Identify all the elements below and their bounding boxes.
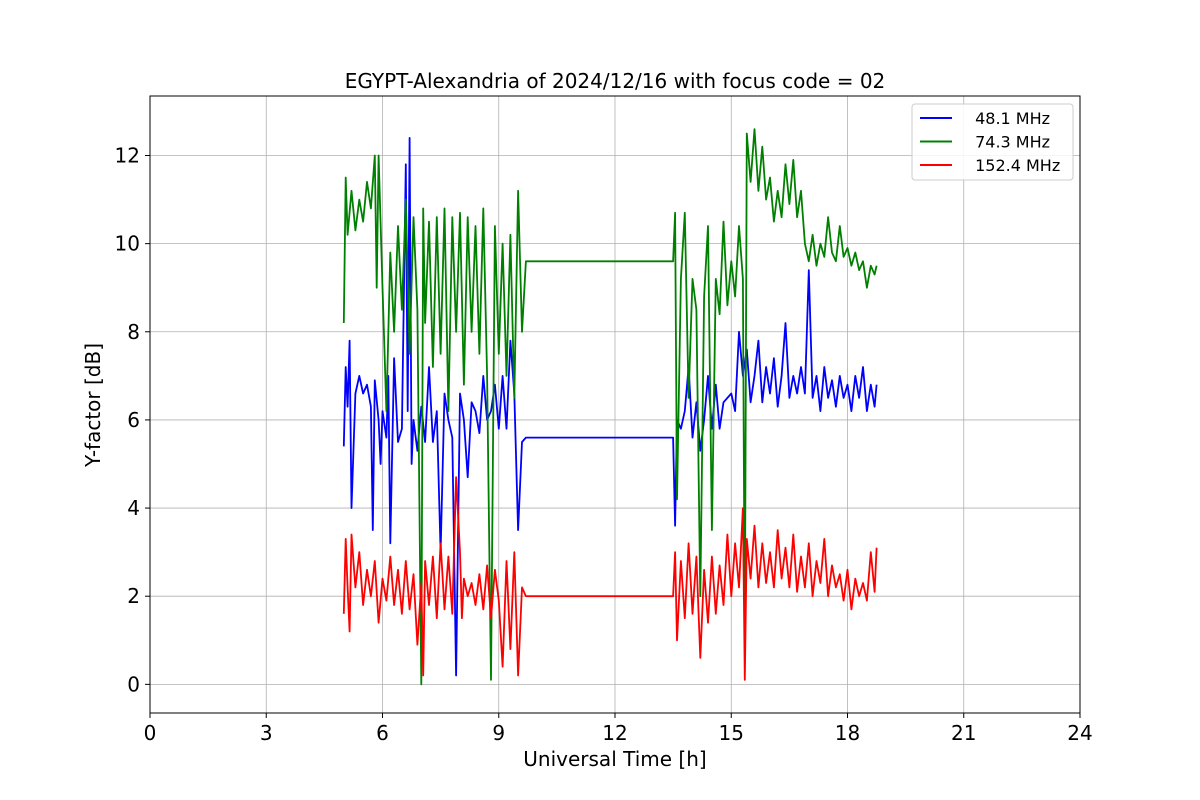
x-tick-label: 9 xyxy=(492,721,505,745)
y-tick-label: 0 xyxy=(127,672,140,696)
legend-label: 48.1 MHz xyxy=(970,109,1050,128)
y-tick-label: 8 xyxy=(127,320,140,344)
x-tick-label: 24 xyxy=(1067,721,1092,745)
legend-label: 152.4 MHz xyxy=(970,156,1060,175)
series-group xyxy=(342,128,878,686)
y-tick-label: 6 xyxy=(127,408,140,432)
x-tick-label: 15 xyxy=(719,721,744,745)
y-tick-label: 2 xyxy=(127,584,140,608)
x-tick-label: 21 xyxy=(951,721,976,745)
legend: 48.1 MHz 74.3 MHz 152.4 MHz xyxy=(911,103,1074,181)
x-tick-label: 0 xyxy=(144,721,157,745)
y-tick-label: 12 xyxy=(115,143,140,167)
x-tick-label: 12 xyxy=(602,721,627,745)
legend-label: 74.3 MHz xyxy=(970,133,1050,152)
x-axis-label: Universal Time [h] xyxy=(523,747,706,771)
legend-box xyxy=(911,103,1074,181)
chart-title: EGYPT-Alexandria of 2024/12/16 with focu… xyxy=(345,69,886,93)
x-axis: 0 3 6 9 12 15 18 21 24 xyxy=(144,713,1093,745)
y-axis: 0 2 4 6 8 10 12 xyxy=(115,143,150,696)
series-line-2 xyxy=(342,476,878,681)
series-line-0 xyxy=(342,137,878,677)
y-tick-label: 4 xyxy=(127,496,140,520)
series-line-1 xyxy=(342,128,878,686)
x-tick-label: 3 xyxy=(260,721,273,745)
y-tick-label: 10 xyxy=(115,232,140,256)
x-tick-label: 18 xyxy=(835,721,860,745)
x-tick-label: 6 xyxy=(376,721,389,745)
y-axis-label: Y-factor [dB] xyxy=(81,343,105,468)
